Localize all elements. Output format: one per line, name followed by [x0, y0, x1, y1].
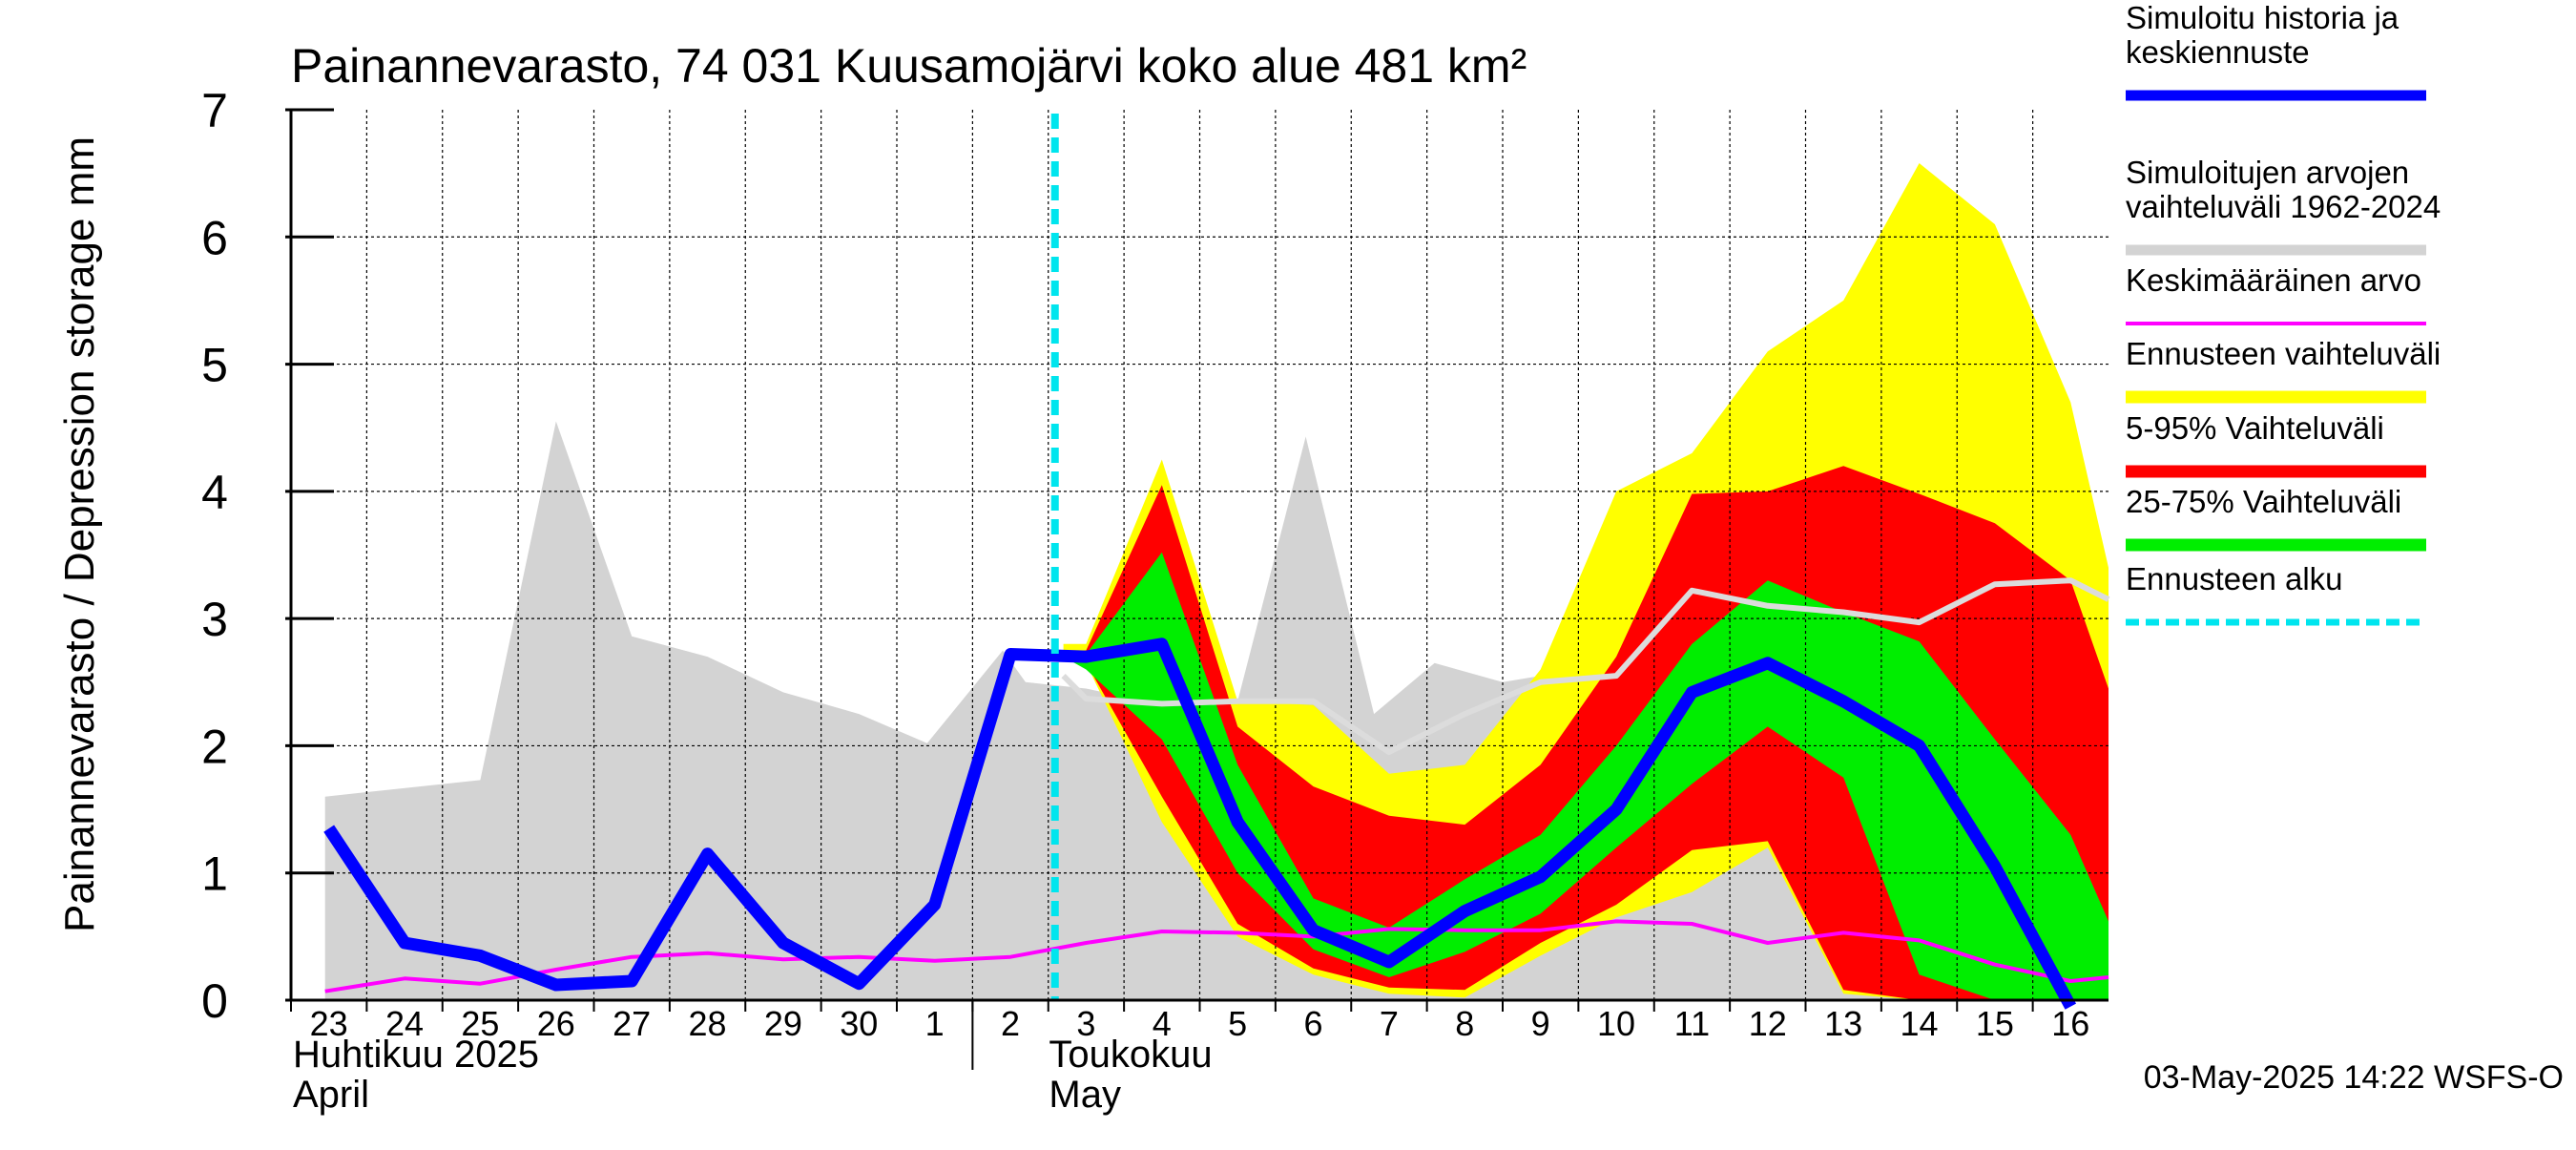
x-tick-label: 14: [1901, 1004, 1939, 1043]
x-tick-label: 26: [537, 1004, 575, 1043]
legend-label: 25-75% Vaihteluväli: [2126, 484, 2401, 519]
x-tick-label: 6: [1304, 1004, 1323, 1043]
x-tick-label: 12: [1749, 1004, 1787, 1043]
y-tick-label: 3: [201, 593, 228, 646]
y-tick-label: 0: [201, 974, 228, 1028]
x-tick-label: 28: [689, 1004, 727, 1043]
legend-label: Keskimääräinen arvo: [2126, 262, 2421, 298]
legend-label: Simuloitu historia ja: [2126, 0, 2399, 35]
legend-label: Ennusteen vaihteluväli: [2126, 336, 2441, 371]
median-line: [1061, 577, 2110, 756]
x-tick-label: 15: [1976, 1004, 2014, 1043]
x-tick-label: 29: [764, 1004, 802, 1043]
x-tick-label: 25: [461, 1004, 499, 1043]
y-tick-label: 5: [201, 339, 228, 392]
month-label-en: May: [1049, 1074, 1121, 1116]
y-tick-label: 4: [201, 466, 228, 519]
line-layer: [323, 114, 2110, 1010]
history-forecast-line: [323, 638, 2077, 1010]
y-tick-label: 2: [201, 720, 228, 773]
x-tick-label: 1: [925, 1004, 945, 1043]
legend-label: 5-95% Vaihteluväli: [2126, 410, 2384, 446]
x-tick-label: 4: [1153, 1004, 1172, 1043]
x-tick-label: 13: [1824, 1004, 1862, 1043]
x-tick-label: 7: [1380, 1004, 1399, 1043]
x-tick-label: 9: [1531, 1004, 1550, 1043]
x-tick-label: 3: [1076, 1004, 1095, 1043]
y-tick-label: 1: [201, 847, 228, 901]
chart-title: Painannevarasto, 74 031 Kuusamojärvi kok…: [291, 39, 1527, 93]
month-label-fi: Huhtikuu 2025: [293, 1034, 539, 1076]
y-tick-label: 6: [201, 211, 228, 264]
x-tick-label: 10: [1597, 1004, 1635, 1043]
month-label-en: April: [293, 1074, 369, 1116]
y-axis-label: Painannevarasto / Depression storage mm: [56, 136, 103, 932]
x-tick-label: 16: [2051, 1004, 2089, 1043]
x-tick-label: 2: [1001, 1004, 1020, 1043]
x-tick-label: 8: [1455, 1004, 1474, 1043]
timestamp: 03-May-2025 14:22 WSFS-O: [2144, 1059, 2564, 1096]
mean-line: [324, 919, 2109, 993]
area-layer: [324, 163, 2109, 1000]
p5-95-range-area: [1063, 466, 2109, 1000]
y-tick-label: 7: [201, 84, 228, 137]
legend-label: Ennusteen alku: [2126, 561, 2343, 596]
x-tick-label: 5: [1228, 1004, 1247, 1043]
legend-label: keskiennuste: [2126, 34, 2310, 70]
month-label-fi: Toukokuu: [1049, 1034, 1212, 1076]
legend-label: Simuloitujen arvojen: [2126, 155, 2409, 190]
x-tick-label: 27: [613, 1004, 651, 1043]
x-tick-label: 11: [1674, 1004, 1710, 1043]
x-tick-label: 23: [310, 1004, 348, 1043]
x-tick-label: 30: [840, 1004, 878, 1043]
legend-label: vaihteluväli 1962-2024: [2126, 189, 2441, 224]
x-tick-label: 24: [385, 1004, 424, 1043]
p25-75-range-area: [1063, 552, 2109, 1000]
